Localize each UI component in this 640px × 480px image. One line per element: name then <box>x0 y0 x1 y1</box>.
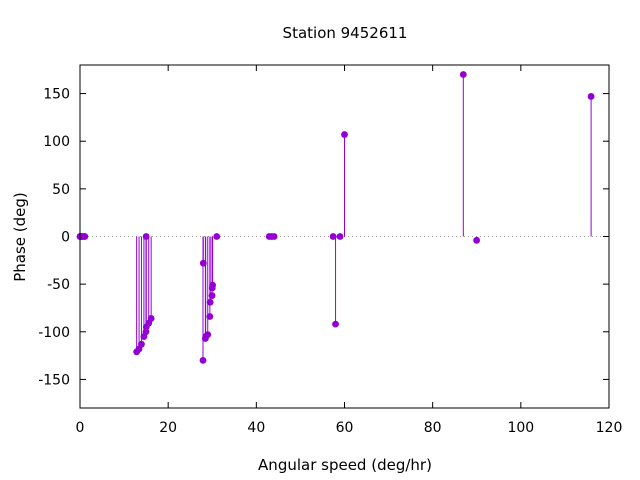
data-point <box>208 292 216 299</box>
data-point <box>81 233 89 240</box>
x-tick-label: 20 <box>159 420 177 436</box>
x-axis-label: Angular speed (deg/hr) <box>258 456 432 474</box>
x-tick-label: 120 <box>596 420 623 436</box>
chart-title: Station 9452611 <box>283 24 408 42</box>
data-point <box>206 298 214 306</box>
y-tick-label: 100 <box>43 134 70 150</box>
data-point <box>199 356 207 364</box>
data-point <box>209 281 217 289</box>
plot-border <box>79 64 610 409</box>
data-point <box>204 331 212 339</box>
x-tick-label: 60 <box>336 420 354 436</box>
data-point <box>147 315 155 322</box>
data-point <box>329 233 337 240</box>
data-point <box>138 340 145 348</box>
y-tick-label: 50 <box>52 182 70 198</box>
plot-area: 0 20 40 60 80 100 120 -150 -100 -50 0 50 100 150 <box>38 64 623 436</box>
data-point <box>473 236 481 244</box>
x-tick-label: 0 <box>76 420 85 436</box>
data-point <box>587 93 595 100</box>
y-tick-label: -50 <box>47 277 70 293</box>
y-tick-label: -150 <box>38 372 70 388</box>
y-axis-label: Phase (deg) <box>11 192 29 282</box>
data-point <box>336 233 344 240</box>
data-point <box>213 233 221 240</box>
x-tick-label: 40 <box>247 420 265 436</box>
x-tick-label: 100 <box>507 420 534 436</box>
x-tick-label: 80 <box>424 420 442 436</box>
y-tick-label: 150 <box>43 87 70 103</box>
data-point <box>341 131 348 138</box>
data-point <box>270 233 278 240</box>
data-point <box>332 320 339 328</box>
y-tick-label: -100 <box>38 325 70 341</box>
data-point <box>206 313 214 320</box>
y-tick-label: 0 <box>61 230 70 246</box>
data-point <box>459 71 467 78</box>
